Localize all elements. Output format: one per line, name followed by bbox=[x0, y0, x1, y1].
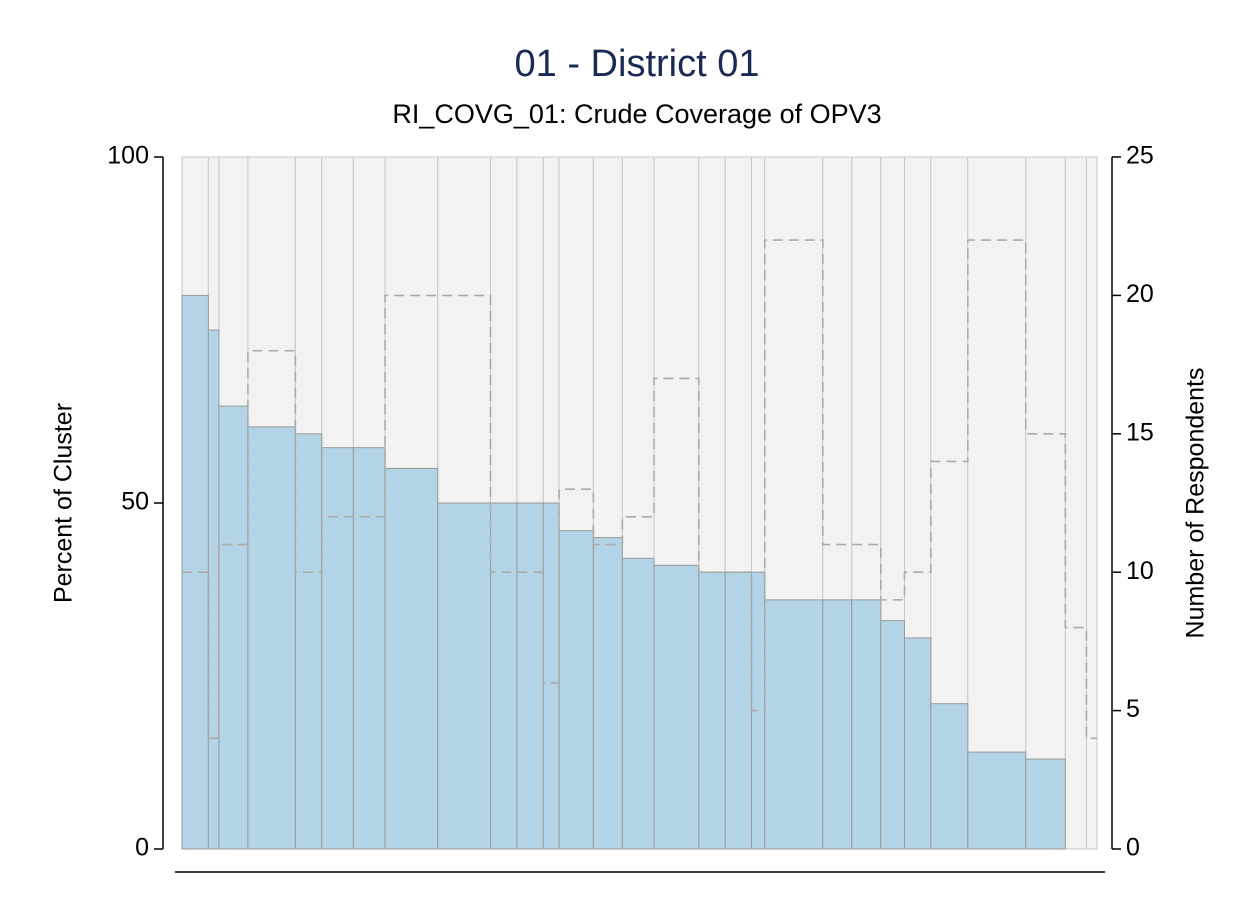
y-tick-label: 100 bbox=[107, 142, 149, 170]
chart-title: 01 - District 01 bbox=[515, 43, 760, 85]
bar bbox=[880, 620, 906, 850]
y-axis-label: Percent of Cluster bbox=[50, 403, 78, 603]
y2-tick-label: 10 bbox=[1126, 557, 1154, 585]
bar bbox=[1025, 758, 1066, 850]
cluster-background bbox=[1025, 156, 1066, 850]
y2-tick-label: 20 bbox=[1126, 280, 1154, 308]
cluster-background bbox=[1085, 156, 1098, 850]
bar bbox=[698, 571, 726, 850]
cluster-background bbox=[1064, 156, 1087, 850]
bar bbox=[247, 426, 296, 850]
y-tick-label: 50 bbox=[121, 488, 149, 516]
bar bbox=[724, 571, 753, 850]
y2-tick-label: 15 bbox=[1126, 418, 1154, 446]
bar bbox=[558, 530, 594, 850]
bar bbox=[653, 564, 700, 850]
bar bbox=[930, 703, 969, 850]
bar bbox=[384, 467, 439, 850]
bar bbox=[542, 502, 560, 850]
y-tick-label: 0 bbox=[135, 834, 149, 862]
bar bbox=[218, 405, 249, 850]
y2-tick-label: 25 bbox=[1126, 142, 1154, 170]
y2-tick-label: 5 bbox=[1126, 695, 1140, 723]
bar bbox=[967, 751, 1027, 850]
bar bbox=[592, 537, 623, 850]
chart-subtitle: RI_COVG_01: Crude Coverage of OPV3 bbox=[392, 99, 881, 129]
bar bbox=[352, 447, 386, 850]
bar bbox=[904, 637, 932, 850]
bar bbox=[851, 599, 882, 850]
bar bbox=[516, 502, 544, 850]
bar bbox=[294, 433, 323, 850]
bar bbox=[437, 502, 492, 850]
y2-axis-label: Number of Respondents bbox=[1182, 368, 1210, 639]
bar bbox=[621, 557, 655, 850]
cluster-background bbox=[967, 156, 1027, 850]
bar bbox=[490, 502, 518, 850]
bar bbox=[764, 599, 824, 850]
bar bbox=[822, 599, 853, 850]
y2-tick-label: 0 bbox=[1126, 834, 1140, 862]
bar bbox=[207, 329, 220, 850]
bar bbox=[321, 447, 354, 850]
